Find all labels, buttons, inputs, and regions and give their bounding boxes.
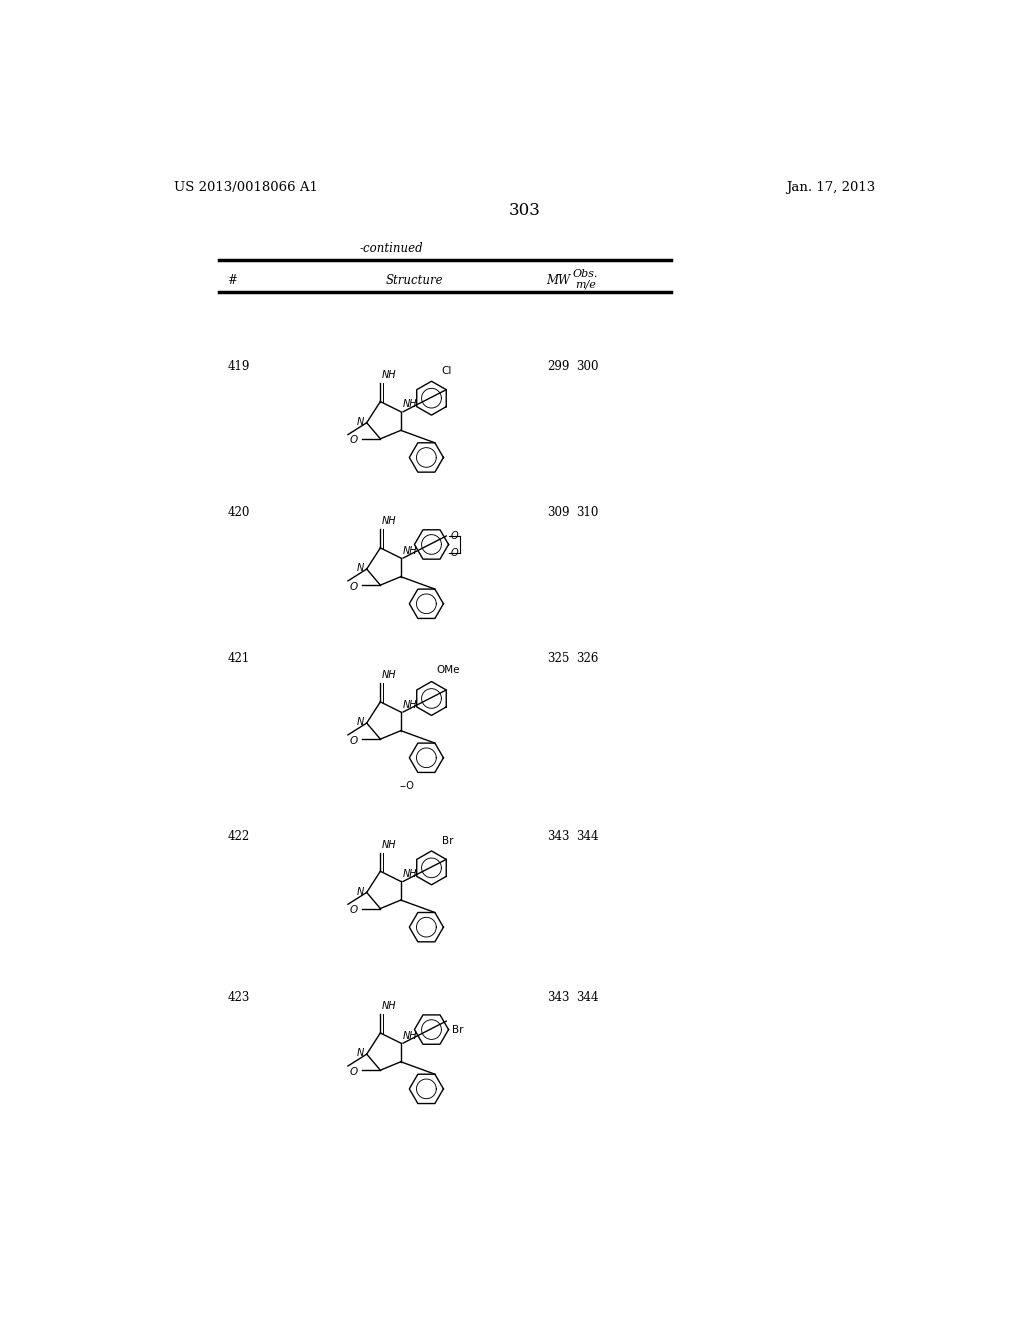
Text: 344: 344 bbox=[577, 829, 599, 842]
Text: N: N bbox=[356, 564, 364, 573]
Text: N: N bbox=[356, 717, 364, 727]
Text: Br: Br bbox=[441, 836, 454, 846]
Text: NH: NH bbox=[382, 840, 396, 850]
Text: NH: NH bbox=[403, 1031, 418, 1040]
Text: 421: 421 bbox=[227, 652, 250, 665]
Text: Br: Br bbox=[452, 1024, 464, 1035]
Text: N: N bbox=[356, 887, 364, 896]
Text: O: O bbox=[349, 582, 357, 591]
Text: 309: 309 bbox=[547, 506, 569, 519]
Text: #: # bbox=[227, 273, 238, 286]
Text: O: O bbox=[349, 1067, 357, 1077]
Text: Cl: Cl bbox=[441, 366, 452, 376]
Text: NH: NH bbox=[403, 700, 418, 710]
Text: 299: 299 bbox=[547, 360, 569, 372]
Text: OMe: OMe bbox=[436, 665, 460, 675]
Text: 300: 300 bbox=[577, 360, 599, 372]
Text: NH: NH bbox=[382, 671, 396, 680]
Text: 326: 326 bbox=[577, 652, 599, 665]
Text: m/e: m/e bbox=[574, 280, 596, 289]
Text: 420: 420 bbox=[227, 506, 250, 519]
Text: 344: 344 bbox=[577, 991, 599, 1005]
Text: Obs.: Obs. bbox=[572, 269, 598, 279]
Text: N: N bbox=[356, 417, 364, 426]
Text: O: O bbox=[451, 531, 458, 541]
Text: --O: --O bbox=[399, 781, 415, 792]
Text: Structure: Structure bbox=[386, 273, 443, 286]
Text: 303: 303 bbox=[509, 202, 541, 219]
Text: 422: 422 bbox=[227, 829, 250, 842]
Text: 310: 310 bbox=[577, 506, 599, 519]
Text: 325: 325 bbox=[547, 652, 569, 665]
Text: NH: NH bbox=[403, 545, 418, 556]
Text: NH: NH bbox=[403, 400, 418, 409]
Text: Jan. 17, 2013: Jan. 17, 2013 bbox=[785, 181, 876, 194]
Text: N: N bbox=[356, 1048, 364, 1059]
Text: O: O bbox=[349, 436, 357, 445]
Text: NH: NH bbox=[382, 1002, 396, 1011]
Text: NH: NH bbox=[382, 370, 396, 380]
Text: O: O bbox=[451, 548, 458, 558]
Text: -continued: -continued bbox=[359, 242, 423, 255]
Text: 419: 419 bbox=[227, 360, 250, 372]
Text: 343: 343 bbox=[547, 829, 569, 842]
Text: O: O bbox=[349, 906, 357, 915]
Text: NH: NH bbox=[382, 516, 396, 527]
Text: 423: 423 bbox=[227, 991, 250, 1005]
Text: NH: NH bbox=[403, 869, 418, 879]
Text: US 2013/0018066 A1: US 2013/0018066 A1 bbox=[174, 181, 318, 194]
Text: MW: MW bbox=[546, 273, 570, 286]
Text: 343: 343 bbox=[547, 991, 569, 1005]
Text: O: O bbox=[349, 735, 357, 746]
